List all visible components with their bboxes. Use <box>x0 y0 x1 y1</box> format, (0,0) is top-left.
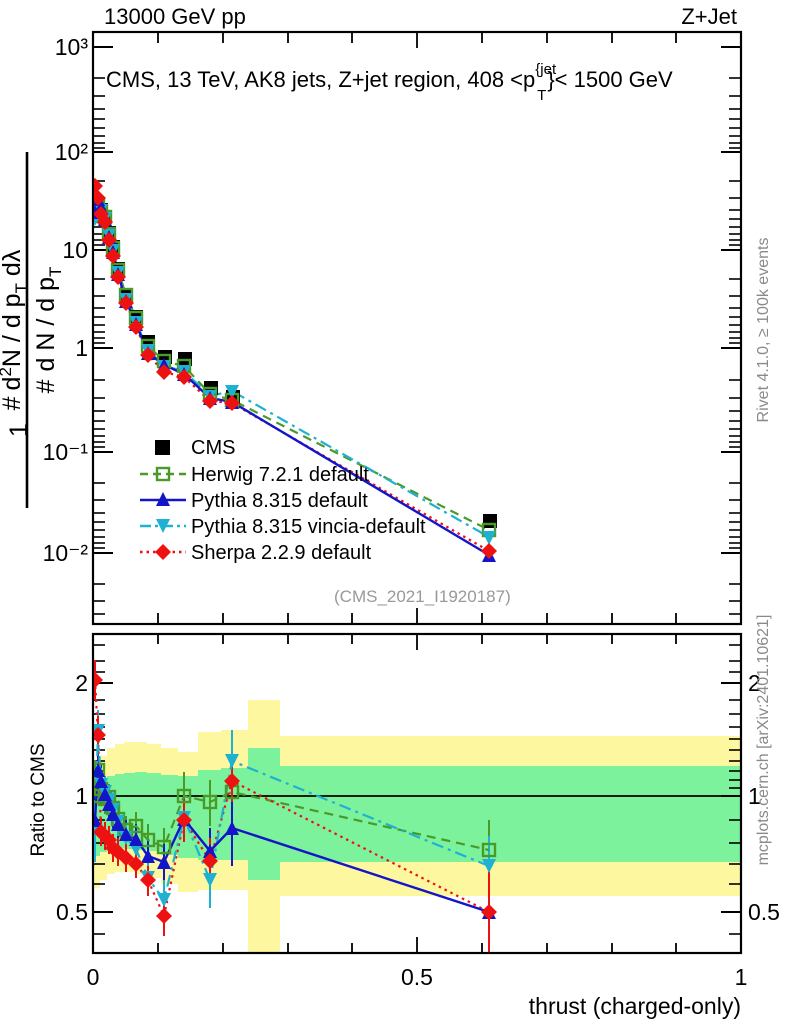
ratio-axis-label: Ratio to CMS <box>28 744 49 857</box>
ratio-y-tick-label-right: 1 <box>748 783 761 809</box>
ratio-y-tick-label: 2 <box>75 670 88 696</box>
x-tick-label: 0 <box>87 964 100 990</box>
series-vincia-line <box>94 199 490 538</box>
x-tick-label: 0.5 <box>401 964 433 990</box>
y-tick-label: 10² <box>55 139 89 165</box>
y-axis-label-denominator: #d N / d pT <box>32 267 65 394</box>
legend-marker-pythia <box>156 492 170 506</box>
ratio-markers-sherpa <box>94 672 497 924</box>
main-x-top-ticks <box>157 32 677 624</box>
analysis-watermark: (CMS_2021_I1920187) <box>334 587 511 606</box>
y-axis-label: #d2N / d pT dλ #d N / d pT 1 <box>0 152 65 508</box>
ratio-y-tick-label: 1 <box>75 783 88 809</box>
y-axis-label-one: 1 <box>5 423 33 437</box>
series-sherpa-markers <box>94 178 497 559</box>
y-tick-label: 10³ <box>55 34 89 60</box>
legend-marker-cms <box>155 440 170 455</box>
legend-label-vincia: Pythia 8.315 vincia-default <box>191 516 426 538</box>
y-tick-label: 10 <box>62 237 88 263</box>
ratio-data <box>94 660 497 952</box>
ratio-markers-pythia <box>94 763 496 919</box>
legend-marker-vincia <box>156 519 170 533</box>
ratio-x-ticks <box>92 634 742 953</box>
legend-label-pythia: Pythia 8.315 default <box>191 490 368 512</box>
y-tick-label: 10⁻¹ <box>43 439 89 465</box>
main-y-ticks <box>93 46 741 554</box>
ratio-uncertainty-bands <box>94 700 740 952</box>
x-axis-label: thrust (charged-only) <box>529 993 741 1019</box>
y-tick-label: 1 <box>75 335 88 361</box>
header-right: Z+Jet <box>681 4 737 29</box>
legend-marker-herwig <box>155 466 171 482</box>
ratio-y-tick-label-right: 0.5 <box>748 899 780 925</box>
ratio-y-tick-label: 0.5 <box>56 899 88 925</box>
legend-label-sherpa: Sherpa 2.2.9 default <box>191 542 372 564</box>
legend-label-herwig: Herwig 7.2.1 default <box>191 464 369 486</box>
plot-title: CMS, 13 TeV, AK8 jets, Z+jet region, 408… <box>106 61 673 104</box>
header-left: 13000 GeV pp <box>104 4 246 29</box>
legend-label-cms: CMS <box>191 437 235 459</box>
legend: CMS Herwig 7.2.1 default Pythia 8.315 de… <box>140 437 426 564</box>
main-y-tick-labels: 10³ 10² 10 1 10⁻¹ 10⁻² <box>43 34 89 566</box>
x-tick-label: 1 <box>735 964 748 990</box>
side-label-mcplots: mcplots.cern.ch [arXiv:2401.10621] <box>755 615 772 866</box>
main-data <box>94 178 497 562</box>
ratio-y-tick-label-right: 2 <box>748 670 761 696</box>
y-axis-label-numerator: #d2N / d pT dλ <box>0 249 31 410</box>
side-label-rivet: Rivet 4.1.0, ≥ 100k events <box>755 238 772 423</box>
ratio-panel: 2 1 0.5 2 1 0.5 Ratio to CMS <box>28 632 780 955</box>
legend-marker-sherpa <box>155 544 171 560</box>
y-tick-label: 10⁻² <box>43 540 89 566</box>
